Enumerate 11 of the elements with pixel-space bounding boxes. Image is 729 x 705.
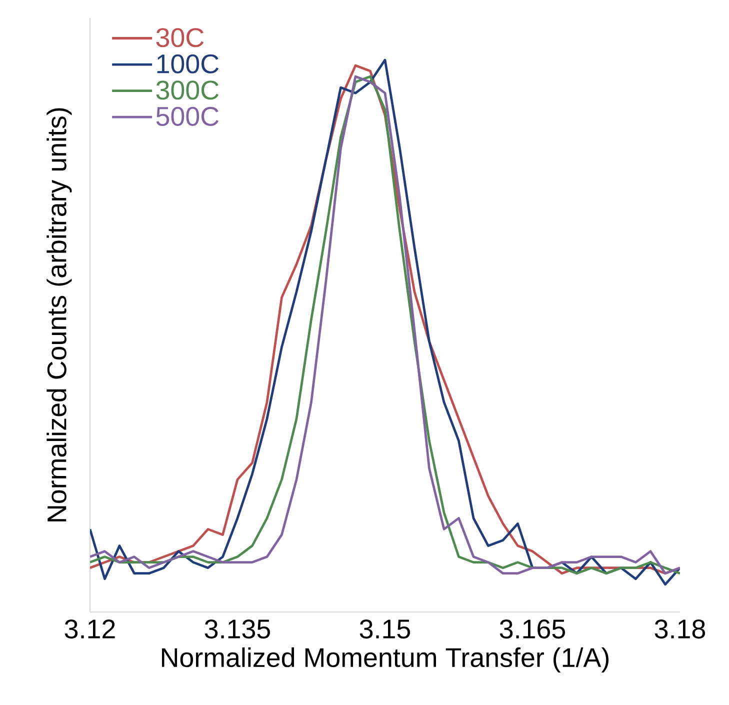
y-axis-title: Normalized Counts (arbitrary units): [46, 108, 72, 522]
x-tick-label: 3.12: [64, 620, 115, 639]
legend-label: 500C: [156, 106, 219, 126]
legend-label: 300C: [156, 80, 219, 100]
x-tick-label: 3.135: [204, 620, 270, 639]
x-tick-label: 3.165: [500, 620, 566, 639]
legend-label: 30C: [156, 28, 204, 48]
x-tick-label: 3.18: [654, 620, 706, 639]
x-tick-label: 3.15: [360, 620, 410, 639]
legend-label: 100C: [157, 54, 219, 74]
x-axis-title: Normalized Momentum Transfer (1/A): [162, 647, 608, 672]
